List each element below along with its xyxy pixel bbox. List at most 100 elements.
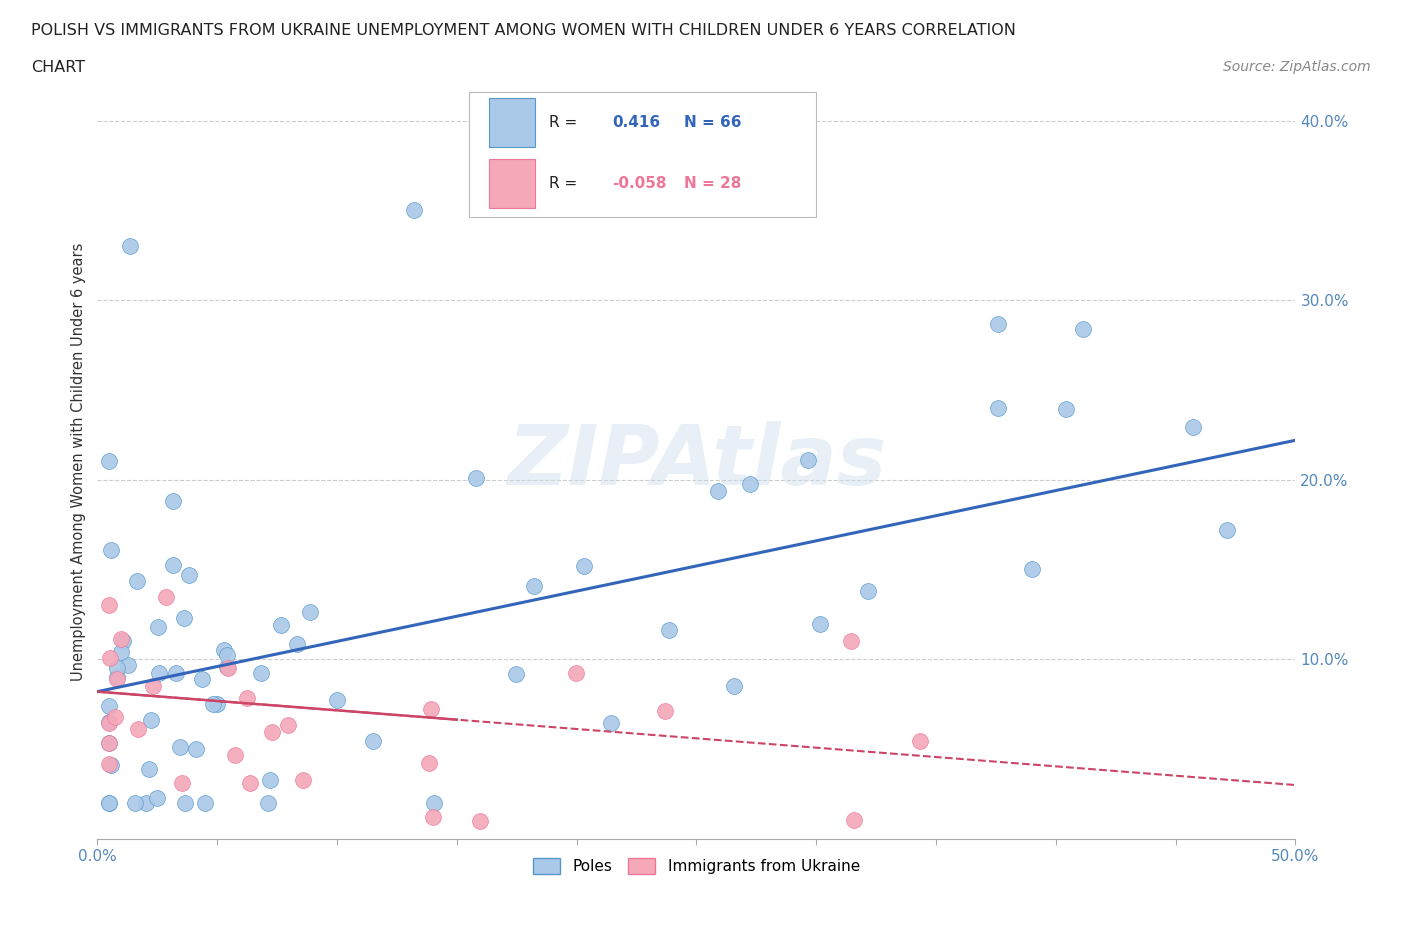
- Point: [1071, 321, 1094, 336]
- Point: [285, 636, 308, 651]
- Point: [105, 670, 128, 684]
- Point: [146, 790, 169, 805]
- Point: [215, 648, 238, 663]
- Point: [98, 714, 121, 729]
- Point: [987, 401, 1010, 416]
- Legend: Poles, Immigrants from Ukraine: Poles, Immigrants from Ukraine: [527, 851, 866, 881]
- Point: [212, 643, 235, 658]
- Point: [177, 567, 200, 582]
- Point: [127, 722, 149, 737]
- Point: [98, 454, 121, 469]
- Point: [117, 658, 139, 672]
- Bar: [489, 98, 534, 147]
- Point: [464, 471, 486, 485]
- Point: [262, 724, 284, 739]
- Point: [706, 484, 728, 498]
- Point: [600, 715, 623, 730]
- Point: [100, 542, 122, 557]
- Point: [215, 659, 238, 674]
- Point: [162, 494, 184, 509]
- Point: [572, 559, 595, 574]
- Point: [100, 757, 122, 772]
- Point: [224, 748, 246, 763]
- Point: [658, 622, 681, 637]
- Point: [326, 693, 349, 708]
- Point: [418, 756, 440, 771]
- Point: [138, 762, 160, 777]
- Point: [270, 618, 292, 632]
- Text: R =: R =: [548, 176, 578, 192]
- Point: [277, 718, 299, 733]
- Point: [173, 610, 195, 625]
- Point: [169, 739, 191, 754]
- Point: [523, 578, 546, 593]
- Point: [1021, 562, 1043, 577]
- Point: [1056, 401, 1078, 416]
- Text: Source: ZipAtlas.com: Source: ZipAtlas.com: [1223, 60, 1371, 74]
- Point: [423, 795, 446, 810]
- Point: [842, 813, 865, 828]
- Point: [858, 584, 880, 599]
- Point: [186, 742, 208, 757]
- Point: [98, 651, 121, 666]
- Point: [202, 697, 225, 711]
- Point: [98, 795, 121, 810]
- Point: [235, 690, 257, 705]
- Point: [98, 736, 121, 751]
- Point: [654, 703, 676, 718]
- Point: [165, 666, 187, 681]
- Text: ZIPAtlas: ZIPAtlas: [506, 421, 886, 502]
- Text: CHART: CHART: [31, 60, 84, 75]
- Point: [740, 476, 762, 491]
- Point: [110, 644, 132, 659]
- Point: [105, 671, 128, 686]
- Point: [292, 773, 315, 788]
- Point: [162, 558, 184, 573]
- Point: [148, 620, 170, 635]
- Text: R =: R =: [548, 115, 578, 130]
- Point: [205, 697, 228, 711]
- Point: [239, 776, 262, 790]
- Point: [191, 671, 214, 686]
- Point: [1181, 420, 1204, 435]
- Point: [839, 633, 862, 648]
- Point: [111, 633, 134, 648]
- Text: POLISH VS IMMIGRANTS FROM UKRAINE UNEMPLOYMENT AMONG WOMEN WITH CHILDREN UNDER 6: POLISH VS IMMIGRANTS FROM UKRAINE UNEMPL…: [31, 23, 1015, 38]
- Point: [363, 734, 385, 749]
- Point: [148, 665, 170, 680]
- Point: [250, 666, 273, 681]
- Point: [170, 776, 193, 790]
- Point: [124, 795, 146, 810]
- Point: [797, 453, 820, 468]
- Point: [98, 699, 121, 714]
- Text: N = 28: N = 28: [685, 176, 742, 192]
- Point: [422, 809, 444, 824]
- Point: [142, 679, 165, 694]
- Point: [404, 203, 426, 218]
- Point: [194, 795, 217, 810]
- Y-axis label: Unemployment Among Women with Children Under 6 years: Unemployment Among Women with Children U…: [72, 243, 86, 681]
- Point: [468, 814, 491, 829]
- FancyBboxPatch shape: [468, 92, 817, 217]
- Point: [987, 317, 1010, 332]
- Point: [1216, 523, 1239, 538]
- Point: [105, 660, 128, 675]
- Point: [565, 666, 588, 681]
- Point: [173, 795, 195, 810]
- Point: [298, 604, 321, 619]
- Point: [104, 710, 127, 724]
- Point: [98, 795, 121, 810]
- Point: [808, 618, 831, 632]
- Point: [110, 631, 132, 646]
- Point: [98, 598, 121, 613]
- Point: [217, 660, 239, 675]
- Point: [120, 239, 142, 254]
- Point: [723, 679, 745, 694]
- Bar: [489, 159, 534, 208]
- Point: [155, 590, 177, 604]
- Point: [125, 574, 148, 589]
- Point: [98, 736, 121, 751]
- Text: 0.416: 0.416: [613, 115, 661, 130]
- Point: [98, 756, 121, 771]
- Point: [908, 734, 931, 749]
